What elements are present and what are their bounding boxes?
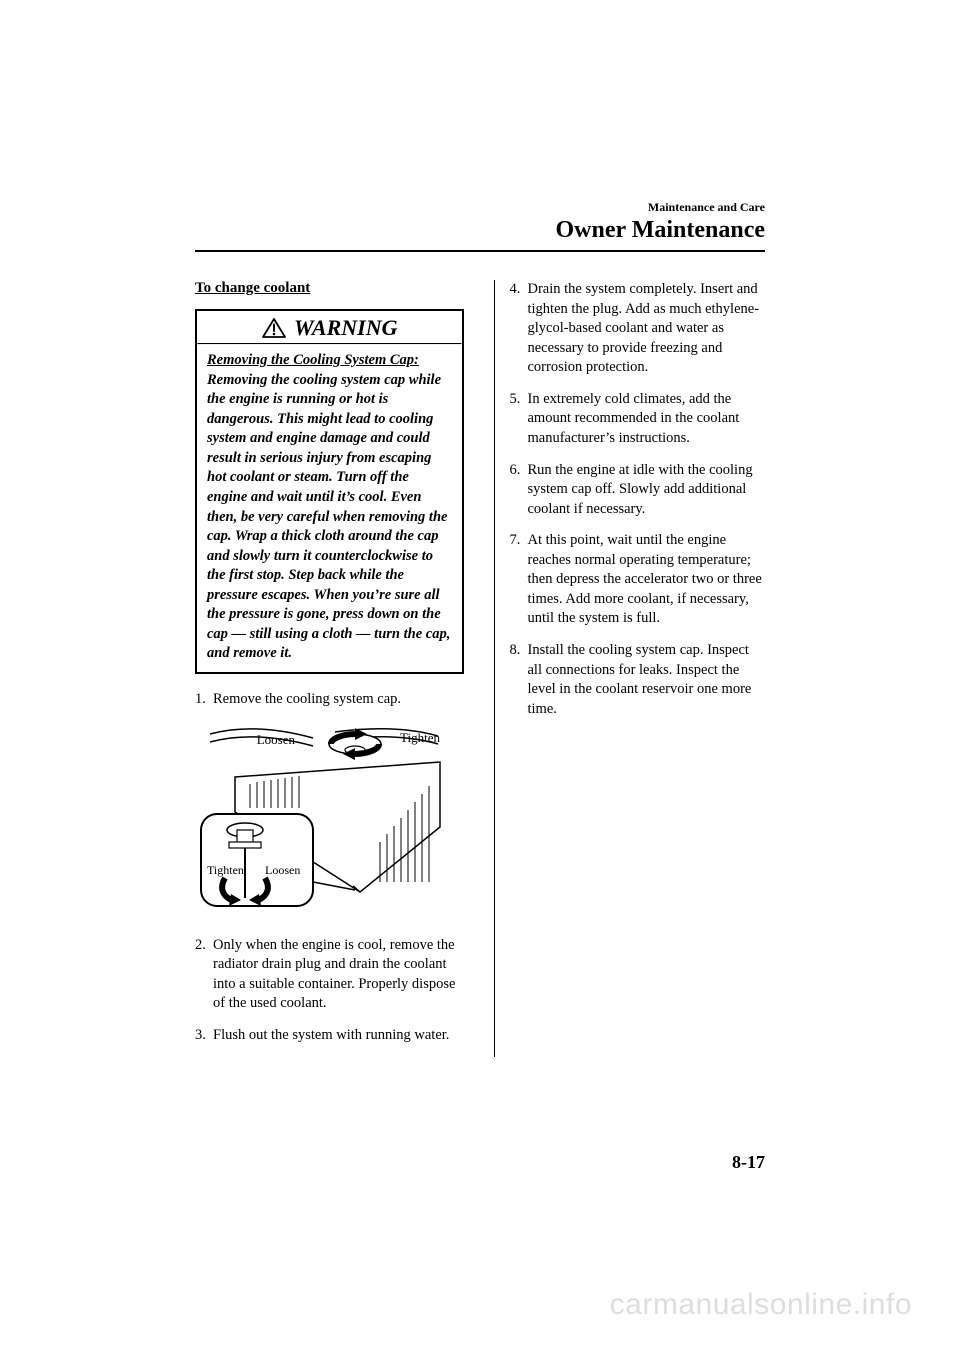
step-8: 8. Install the cooling system cap. Inspe… — [509, 641, 765, 719]
step-text: Run the engine at idle with the cooling … — [527, 461, 765, 520]
step-text: Drain the system completely. Insert and … — [527, 280, 765, 378]
page-header: Maintenance and Care Owner Maintenance — [195, 200, 765, 244]
step-text: In extremely cold climates, add the amou… — [527, 390, 765, 449]
header-rule — [195, 250, 765, 252]
diagram-label-loosen-top: Loosen — [257, 732, 296, 747]
left-column: To change coolant WARNING Removing the C… — [195, 280, 464, 1057]
step-number: 8. — [509, 641, 527, 719]
warning-label: WARNING — [294, 315, 398, 341]
step-number: 2. — [195, 936, 213, 1014]
warning-box: WARNING Removing the Cooling System Cap:… — [195, 309, 464, 674]
step-2: 2. Only when the engine is cool, remove … — [195, 936, 464, 1014]
warning-title: Removing the Cooling System Cap: — [207, 352, 419, 368]
step-number: 5. — [509, 390, 527, 449]
step-1: 1. Remove the cooling system cap. — [195, 690, 464, 710]
step-number: 1. — [195, 690, 213, 710]
diagram-label-tighten-top: Tighten — [400, 730, 440, 745]
watermark: carmanualsonline.info — [0, 1288, 960, 1322]
step-text: At this point, wait until the engine rea… — [527, 531, 765, 629]
breadcrumb: Maintenance and Care — [195, 200, 765, 215]
diagram-label-loosen-inset: Loosen — [265, 863, 300, 877]
step-number: 4. — [509, 280, 527, 378]
warning-body: Removing the Cooling System Cap: Removin… — [197, 345, 462, 672]
step-text: Flush out the system with running water. — [213, 1026, 464, 1046]
step-number: 6. — [509, 461, 527, 520]
page-number: 8-17 — [732, 1152, 765, 1173]
diagram-label-tighten-inset: Tighten — [207, 863, 244, 877]
step-number: 7. — [509, 531, 527, 629]
step-6: 6. Run the engine at idle with the cooli… — [509, 461, 765, 520]
warning-triangle-icon — [262, 318, 286, 338]
radiator-cap-diagram: Loosen Tighten — [195, 722, 464, 922]
step-5: 5. In extremely cold climates, add the a… — [509, 390, 765, 449]
section-subhead: To change coolant — [195, 280, 464, 297]
step-text: Remove the cooling system cap. — [213, 690, 464, 710]
page: Maintenance and Care Owner Maintenance T… — [195, 200, 765, 1057]
right-column: 4. Drain the system completely. Insert a… — [494, 280, 765, 1057]
columns: To change coolant WARNING Removing the C… — [195, 280, 765, 1057]
step-text: Only when the engine is cool, remove the… — [213, 936, 464, 1014]
step-4: 4. Drain the system completely. Insert a… — [509, 280, 765, 378]
page-title: Owner Maintenance — [195, 217, 765, 244]
step-number: 3. — [195, 1026, 213, 1046]
step-7: 7. At this point, wait until the engine … — [509, 531, 765, 629]
warning-header: WARNING — [197, 311, 462, 343]
step-text: Install the cooling system cap. Inspect … — [527, 641, 765, 719]
warning-text: Removing the cooling system cap while th… — [207, 372, 450, 662]
step-3: 3. Flush out the system with running wat… — [195, 1026, 464, 1046]
